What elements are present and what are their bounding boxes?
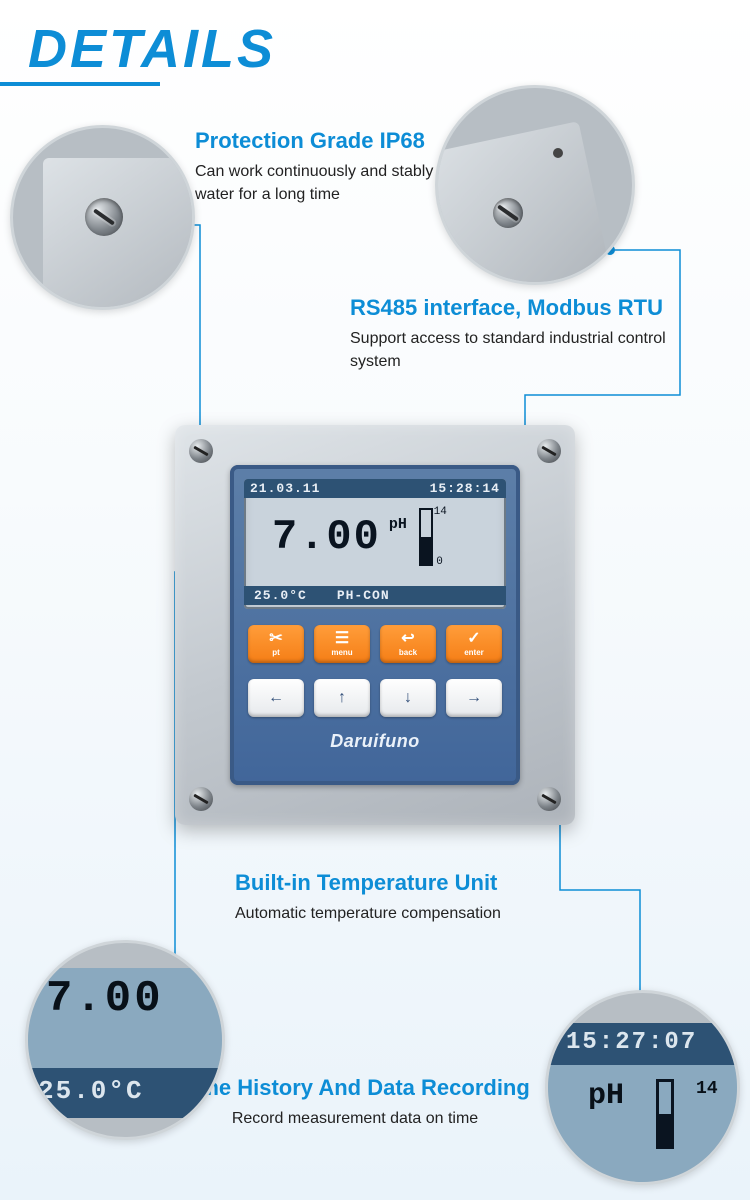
callout-temp-desc: Automatic temperature compensation [235,902,615,925]
device-body: 21.03.11 15:28:14 7.00 pH 14 0 25.0°C PH… [175,425,575,825]
right-button[interactable]: → [446,679,502,717]
device-panel: 21.03.11 15:28:14 7.00 pH 14 0 25.0°C PH… [230,465,520,785]
menu-button[interactable]: ☰ menu [314,625,370,663]
lcd-mode: PH-CON [337,588,390,603]
back-label: back [399,648,417,657]
lcd-time: 15:28:14 [430,481,500,496]
detail-circle-temp: 7.00 25.0°C [25,940,225,1140]
callout-rs485: RS485 interface, Modbus RTU Support acce… [350,295,710,373]
pt-icon: ✂ [269,631,282,647]
page-title: DETAILS [28,18,276,80]
temp-closeup-value: 7.00 [46,974,164,1024]
lcd-date: 21.03.11 [250,481,320,496]
detail-circle-ip68 [10,125,195,310]
pt-button[interactable]: ✂ pt [248,625,304,663]
lcd-bar-icon: 14 0 [419,508,433,566]
screw-icon [189,439,213,463]
lcd-unit: pH [389,516,407,533]
enter-icon: ✓ [467,631,480,647]
menu-icon: ☰ [335,631,349,647]
lcd-temp: 25.0°C [254,588,307,603]
detail-circle-history: 15:27:07 pH 14 [545,990,740,1185]
screw-icon [537,787,561,811]
lcd-bar-max: 14 [434,506,447,518]
down-button[interactable]: ↓ [380,679,436,717]
history-closeup-barmax: 14 [696,1079,718,1099]
arrow-right-icon: → [466,690,482,706]
history-closeup-unit: pH [588,1079,624,1113]
menu-label: menu [331,648,352,657]
callout-temp-title: Built-in Temperature Unit [235,870,615,896]
back-icon: ↩ [401,631,414,647]
back-button[interactable]: ↩ back [380,625,436,663]
temp-closeup-temp: 25.0°C [38,1076,144,1106]
pt-label: pt [272,648,280,657]
left-button[interactable]: ← [248,679,304,717]
detail-circle-rs485 [435,85,635,285]
screw-icon [537,439,561,463]
up-button[interactable]: ↑ [314,679,370,717]
screw-icon [189,787,213,811]
arrow-left-icon: ← [268,690,284,706]
callout-rs485-title: RS485 interface, Modbus RTU [350,295,710,321]
lcd-value: 7.00 [272,513,381,561]
enter-label: enter [464,648,484,657]
callout-temp: Built-in Temperature Unit Automatic temp… [235,870,615,925]
device-brand: Daruifuno [244,731,506,752]
button-row-bottom: ← ↑ ↓ → [244,679,506,717]
callout-rs485-desc: Support access to standard industrial co… [350,327,710,373]
lcd-bar-min: 0 [436,556,443,568]
arrow-down-icon: ↓ [404,690,412,706]
title-underline [0,82,160,86]
arrow-up-icon: ↑ [338,690,346,706]
history-closeup-time: 15:27:07 [566,1029,697,1056]
button-row-top: ✂ pt ☰ menu ↩ back ✓ enter [244,625,506,663]
lcd-screen: 21.03.11 15:28:14 7.00 pH 14 0 25.0°C PH… [244,479,506,609]
enter-button[interactable]: ✓ enter [446,625,502,663]
